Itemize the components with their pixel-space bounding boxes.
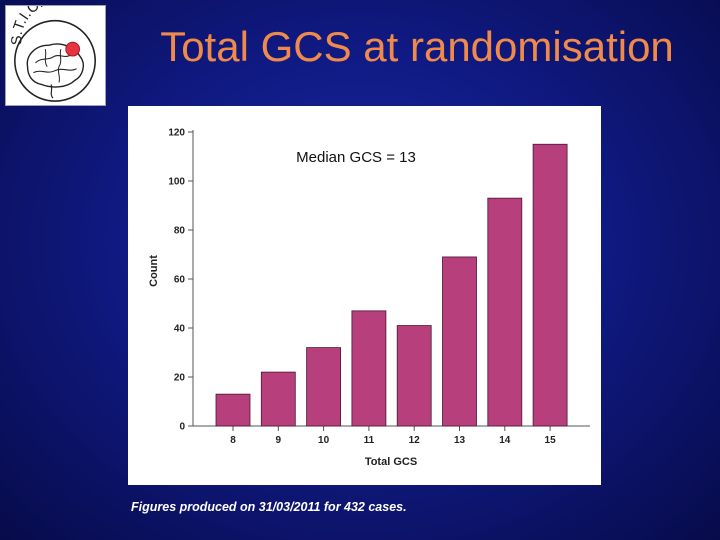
- bar-gcs-14: [487, 197, 523, 427]
- y-tick-label: 0: [179, 422, 185, 433]
- bar-gcs-12: [396, 325, 432, 427]
- y-tick-label: 100: [168, 177, 185, 188]
- logo-text: S.T.I.C.H. II: [9, 6, 73, 45]
- x-axis: 8 9 10 11 12 13 14 15: [193, 425, 590, 446]
- y-tick-label: 60: [174, 275, 186, 286]
- x-tick-label: 13: [454, 435, 466, 446]
- y-axis: 0 20 40 60 80 100 120: [168, 128, 194, 433]
- bar-gcs-9: [260, 371, 296, 427]
- x-axis-label: Total GCS: [365, 456, 417, 468]
- y-tick-label: 80: [174, 226, 186, 237]
- y-tick-label: 40: [174, 324, 186, 335]
- stich-logo: S.T.I.C.H. II: [5, 5, 106, 106]
- x-tick-label: 10: [318, 435, 330, 446]
- bar-gcs-8: [215, 393, 251, 427]
- bar-gcs-10: [306, 347, 342, 427]
- x-tick-label: 9: [276, 435, 282, 446]
- x-tick-label: 14: [499, 435, 511, 446]
- x-tick-label: 8: [230, 435, 236, 446]
- y-tick-label: 20: [174, 373, 186, 384]
- slide-title: Total GCS at randomisation: [160, 23, 674, 70]
- bar-chart: 0 20 40 60 80 100 120 8 9 10 11 12 13 14 15 Median GC…: [128, 106, 601, 485]
- y-tick-label: 120: [168, 128, 185, 139]
- x-tick-label: 15: [545, 435, 557, 446]
- bars: [215, 143, 568, 427]
- bar-gcs-15: [532, 143, 568, 427]
- x-tick-label: 12: [409, 435, 421, 446]
- bar-gcs-13: [442, 256, 477, 427]
- y-axis-label: Count: [148, 255, 160, 287]
- x-tick-label: 11: [364, 435, 375, 446]
- bar-gcs-11: [351, 310, 387, 427]
- brain-logo-icon: S.T.I.C.H. II: [9, 6, 96, 102]
- footnote: Figures produced on 31/03/2011 for 432 c…: [131, 500, 407, 514]
- median-annotation: Median GCS = 13: [296, 149, 416, 166]
- chart-canvas: 0 20 40 60 80 100 120 8 9 10 11 12 13 14 15 Median GC…: [148, 128, 590, 468]
